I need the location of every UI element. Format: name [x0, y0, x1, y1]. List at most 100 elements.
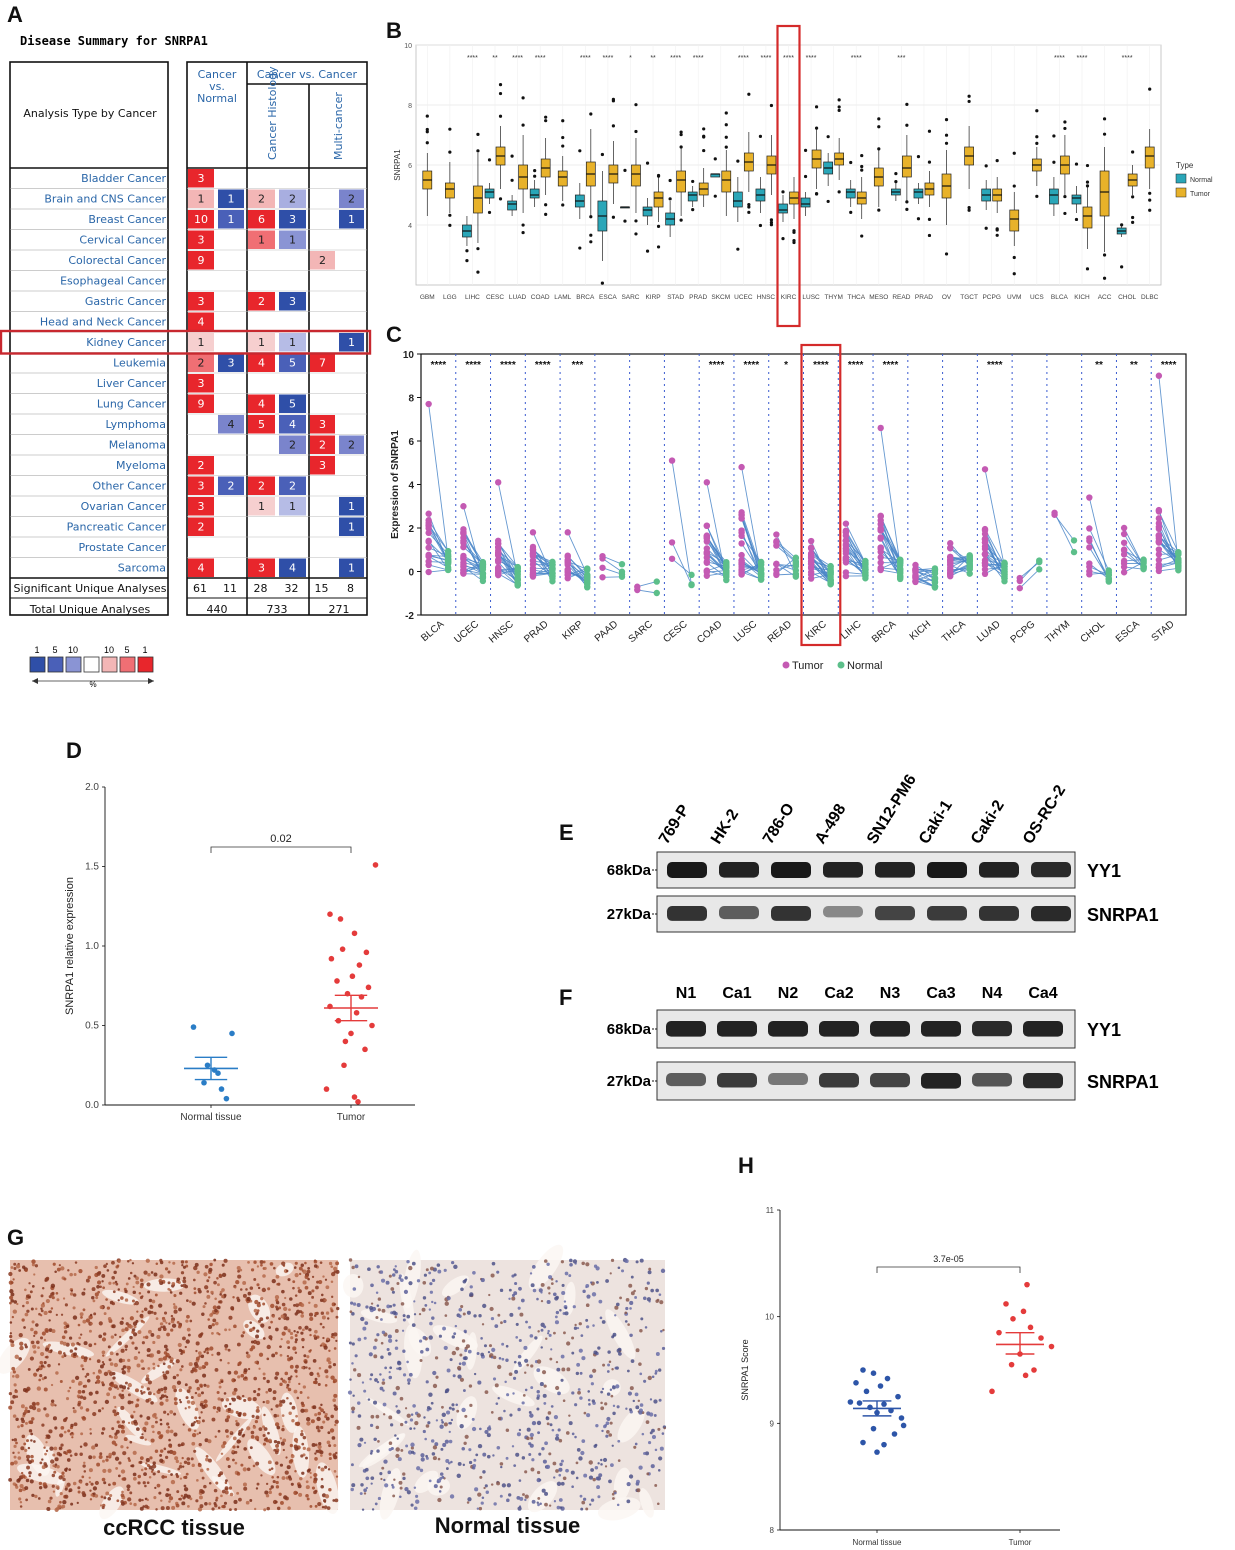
nucleus: [297, 1484, 302, 1489]
nucleus: [431, 1316, 435, 1320]
nucleus: [279, 1353, 283, 1357]
nucleus: [223, 1258, 228, 1263]
nucleus: [477, 1380, 482, 1385]
outlier-point: [611, 124, 615, 128]
nucleus: [318, 1279, 323, 1285]
nucleus: [357, 1414, 362, 1418]
nucleus: [38, 1473, 42, 1477]
nucleus: [646, 1281, 650, 1285]
nucleus: [280, 1377, 284, 1381]
nucleus: [263, 1427, 268, 1431]
nucleus: [173, 1309, 178, 1314]
nucleus: [201, 1476, 205, 1480]
nucleus: [429, 1266, 434, 1271]
normal-point: [1175, 560, 1182, 567]
nucleus: [443, 1268, 447, 1272]
nucleus: [19, 1345, 24, 1351]
nucleus: [547, 1411, 552, 1415]
protein-label-yy1: YY1: [1087, 861, 1121, 881]
outlier-point: [814, 105, 819, 109]
nucleus: [288, 1411, 292, 1415]
significance-bracket: [876, 1266, 1021, 1273]
nucleus: [252, 1339, 258, 1345]
nucleus: [382, 1378, 385, 1382]
nucleus: [424, 1437, 427, 1441]
nucleus: [559, 1309, 562, 1312]
lumen-space: [360, 1309, 398, 1324]
nucleus: [23, 1326, 26, 1329]
nucleus: [463, 1441, 467, 1445]
nucleus: [363, 1336, 367, 1340]
table-cell: [248, 189, 275, 208]
nucleus: [194, 1363, 199, 1369]
nucleus: [440, 1419, 444, 1422]
nucleus: [585, 1303, 590, 1308]
nucleus: [120, 1493, 125, 1498]
nucleus: [311, 1275, 315, 1278]
nucleus: [518, 1286, 522, 1291]
pair-line: [706, 553, 727, 574]
nucleus: [80, 1355, 85, 1360]
table-cell-value: 1: [198, 193, 205, 206]
pair-line: [984, 563, 1005, 567]
nucleus: [54, 1404, 57, 1407]
nucleus: [191, 1463, 195, 1468]
nucleus: [419, 1468, 424, 1473]
nucleus: [204, 1501, 208, 1506]
nucleus: [126, 1488, 130, 1492]
nucleus: [95, 1296, 99, 1300]
nucleus: [659, 1446, 664, 1451]
lane-label: Caki-1: [916, 797, 956, 847]
outlier-point: [1063, 126, 1067, 131]
table-cell: [279, 497, 306, 516]
nucleus: [30, 1327, 34, 1332]
nucleus: [49, 1496, 53, 1500]
normal-point: [1001, 560, 1008, 567]
normal-point: [1070, 537, 1078, 544]
lane-label: Caki-2: [968, 797, 1008, 847]
nucleus: [158, 1434, 163, 1440]
pair-line: [706, 562, 727, 578]
x-tick-label: KIRP: [645, 294, 660, 301]
significance-stars: ****: [806, 55, 817, 62]
nucleus: [237, 1269, 240, 1273]
nucleus: [600, 1458, 603, 1462]
nucleus: [62, 1499, 67, 1505]
nucleus: [224, 1481, 228, 1485]
nucleus: [89, 1498, 93, 1501]
nucleus: [544, 1441, 548, 1446]
nucleus: [479, 1427, 482, 1431]
nucleus: [428, 1392, 433, 1397]
nucleus: [286, 1465, 291, 1470]
nucleus: [551, 1428, 555, 1432]
nucleus: [70, 1342, 75, 1347]
nucleus: [246, 1296, 251, 1302]
nucleus: [24, 1486, 29, 1490]
pair-line: [915, 574, 936, 583]
nucleus: [498, 1357, 502, 1360]
nucleus: [194, 1407, 199, 1411]
nucleus: [164, 1475, 168, 1479]
protein-band: [921, 1073, 961, 1089]
nucleus: [384, 1483, 389, 1488]
nucleus: [239, 1288, 243, 1291]
nucleus: [28, 1429, 33, 1433]
nucleus: [22, 1265, 26, 1269]
nucleus: [48, 1328, 53, 1332]
nucleus: [314, 1457, 318, 1461]
nucleus: [33, 1372, 38, 1377]
nucleus: [159, 1322, 164, 1326]
x-tick-label: LUAD: [975, 619, 1003, 645]
box: [631, 164, 641, 187]
nucleus: [224, 1486, 229, 1491]
cancer-row-label: Liver Cancer: [97, 377, 167, 390]
nucleus: [528, 1452, 532, 1456]
nucleus: [211, 1331, 214, 1335]
nucleus: [591, 1399, 595, 1403]
nucleus: [489, 1306, 494, 1312]
outlier-point: [1102, 253, 1107, 257]
nucleus: [129, 1325, 133, 1329]
nucleus: [265, 1494, 270, 1498]
nucleus: [186, 1400, 191, 1404]
